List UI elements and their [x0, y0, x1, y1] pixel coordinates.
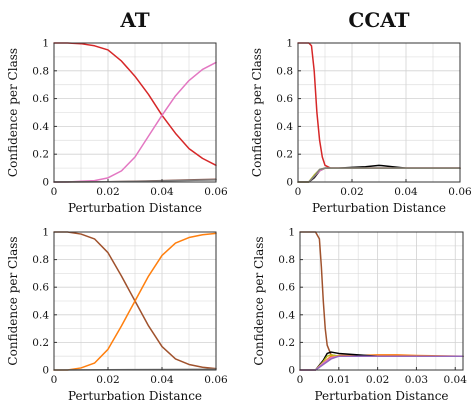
- series-line-6: [299, 355, 464, 371]
- x-tick-label: 0.02: [340, 186, 363, 198]
- x-tick-label: 0: [51, 186, 58, 198]
- x-axis-label: Perturbation Distance: [314, 389, 448, 403]
- y-axis-label: Confidence per Class: [6, 236, 20, 365]
- plot-frame: [53, 42, 217, 183]
- x-tick-label: 0.02: [96, 374, 119, 386]
- y-tick-label: 0.4: [278, 309, 295, 321]
- x-tick-label: 0.06: [448, 186, 472, 198]
- y-tick-label: 1: [288, 227, 295, 239]
- series-line-1: [53, 42, 217, 167]
- y-axis-label: Confidence per Class: [250, 48, 264, 177]
- x-tick-label: 0: [51, 374, 58, 386]
- y-tick-label: 0.8: [276, 65, 293, 77]
- y-tick-label: 1: [42, 38, 49, 50]
- y-tick-label: 0.6: [32, 93, 49, 105]
- y-tick-label: 0.4: [32, 121, 49, 133]
- series-line-2: [53, 232, 217, 371]
- chart-panel-4: 0 0.01 0.02 0.03 0.04 0 0.2 0.4 0.6 0.8 1 Perturbat…: [252, 227, 467, 404]
- chart-title: CCAT: [348, 8, 409, 32]
- y-tick-label: 0.4: [32, 309, 49, 321]
- y-axis-label: Confidence per Class: [6, 48, 20, 177]
- x-axis-label: Perturbation Distance: [68, 389, 202, 403]
- chart-panel-2: 0 0.02 0.04 0.06 0 0.2 0.4 0.6 0.8 1 Perturbation …: [250, 8, 472, 215]
- y-tick-label: 0.8: [278, 254, 295, 266]
- y-tick-label: 0: [288, 365, 295, 377]
- x-tick-label: 0.01: [327, 374, 350, 386]
- series-line-1: [299, 231, 464, 357]
- chart-panel-3: 0 0.02 0.04 0.06 0 0.2 0.4 0.6 0.8 1 Perturbation …: [6, 227, 228, 404]
- x-tick-label: 0.04: [150, 374, 174, 386]
- y-tick-label: 1: [42, 227, 49, 239]
- y-tick-label: 0.2: [32, 149, 49, 161]
- x-tick-label: 0.02: [96, 186, 119, 198]
- y-axis-label: Confidence per Class: [252, 236, 266, 365]
- y-tick-label: 0.6: [276, 93, 293, 105]
- x-tick-label: 0.04: [444, 374, 468, 386]
- chart-panel-1: 0 0.02 0.04 0.06 0 0.2 0.4 0.6 0.8 1 Perturbation …: [6, 8, 228, 215]
- y-tick-label: 0.6: [32, 282, 49, 294]
- plot-frame: [53, 231, 217, 371]
- x-tick-label: 0.06: [204, 186, 228, 198]
- y-tick-label: 0: [42, 177, 49, 189]
- y-tick-label: 0.8: [32, 254, 49, 266]
- y-tick-label: 0.2: [32, 337, 49, 349]
- y-tick-label: 0.6: [278, 282, 295, 294]
- plot-frame: [297, 42, 461, 183]
- x-tick-label: 0.06: [204, 374, 228, 386]
- x-tick-label: 0.04: [150, 186, 174, 198]
- plot-frame: [299, 231, 464, 371]
- x-axis-label: Perturbation Distance: [68, 201, 202, 215]
- y-tick-label: 0: [286, 177, 293, 189]
- series-line-5: [297, 167, 461, 183]
- x-tick-label: 0.03: [405, 374, 428, 386]
- y-tick-label: 0: [42, 365, 49, 377]
- y-tick-label: 0.8: [32, 65, 49, 77]
- y-tick-label: 1: [286, 38, 293, 50]
- x-axis-label: Perturbation Distance: [312, 201, 446, 215]
- y-tick-label: 0.2: [278, 337, 295, 349]
- x-tick-label: 0: [297, 374, 304, 386]
- chart-title: AT: [119, 8, 149, 32]
- x-tick-label: 0.02: [366, 374, 389, 386]
- x-tick-label: 0: [295, 186, 302, 198]
- y-tick-label: 0.4: [276, 121, 293, 133]
- y-tick-label: 0.2: [276, 149, 293, 161]
- x-tick-label: 0.04: [394, 186, 418, 198]
